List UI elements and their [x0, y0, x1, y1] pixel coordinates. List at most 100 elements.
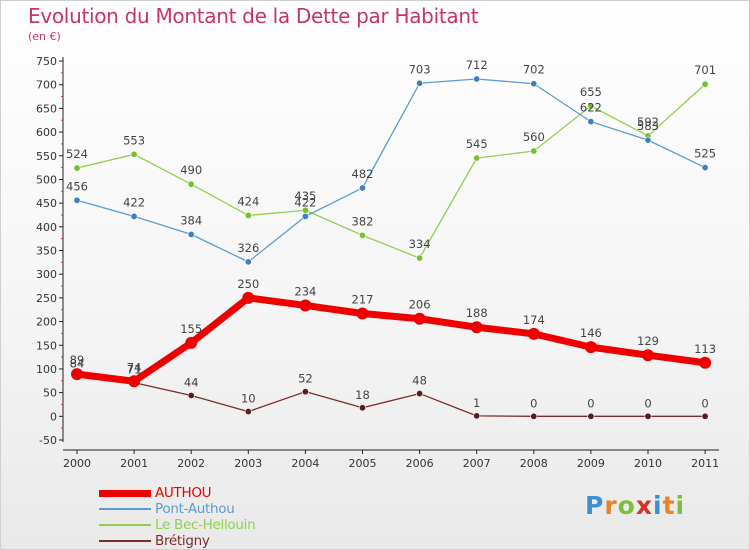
data-point-authou [413, 312, 426, 325]
data-label-bretigny: 71 [127, 363, 142, 377]
x-tick-label: 2005 [349, 457, 377, 470]
series-line-authou [73, 294, 709, 385]
data-point-le-bec-hellouin [130, 150, 138, 158]
logo-letter: i [675, 491, 686, 520]
data-point-pont-authou [644, 136, 652, 144]
data-point-pont-authou [587, 118, 595, 126]
data-label-le-bec-hellouin: 655 [580, 85, 602, 99]
legend-swatch-bretigny [99, 540, 151, 542]
legend-label-authou: AUTHOU [155, 485, 212, 501]
legend: AUTHOU Pont-Authou Le Bec-Hellouin Bréti… [99, 485, 256, 549]
data-label-authou: 217 [352, 293, 374, 307]
y-tick-label: 650 [36, 102, 57, 115]
x-tick-label: 2011 [691, 457, 719, 470]
data-label-bretigny: 0 [644, 396, 651, 410]
data-point-authou [242, 291, 255, 304]
data-point-le-bec-hellouin [358, 231, 366, 239]
y-tick-label: 200 [36, 316, 57, 329]
data-point-bretigny [416, 390, 424, 398]
y-tick-label: 450 [36, 197, 57, 210]
data-point-bretigny [644, 412, 652, 420]
x-tick-label: 2004 [291, 457, 319, 470]
data-label-authou: 74 [127, 360, 142, 374]
data-label-pont-authou: 712 [466, 58, 488, 72]
legend-item-pont-authou: Pont-Authou [99, 501, 255, 517]
legend-swatch-le-bec-hellouin [99, 524, 151, 526]
data-point-le-bec-hellouin [73, 164, 81, 172]
data-point-authou [356, 307, 369, 320]
data-label-bretigny: 0 [530, 396, 537, 410]
data-point-pont-authou [244, 258, 252, 266]
data-label-authou: 146 [580, 326, 602, 340]
data-label-authou: 174 [523, 313, 545, 327]
data-point-pont-authou [416, 79, 424, 87]
data-point-pont-authou [73, 196, 81, 204]
data-label-le-bec-hellouin: 334 [409, 237, 431, 251]
data-label-pont-authou: 482 [352, 167, 374, 181]
data-point-authou [642, 349, 654, 362]
y-tick-label: -50 [39, 434, 57, 447]
data-label-bretigny: 0 [701, 396, 708, 410]
legend-label-pont-authou: Pont-Authou [155, 501, 235, 517]
x-tick-label: 2010 [634, 457, 662, 470]
y-tick-label: 700 [36, 79, 57, 92]
data-point-pont-authou [358, 184, 366, 192]
data-point-bretigny [587, 412, 595, 420]
data-label-le-bec-hellouin: 560 [523, 130, 545, 144]
logo-letter: t [662, 491, 676, 520]
x-tick-label: 2008 [520, 457, 548, 470]
data-point-authou [299, 299, 312, 312]
data-label-pont-authou: 702 [523, 63, 545, 77]
data-label-pont-authou: 703 [409, 62, 431, 76]
data-label-authou: 250 [237, 277, 259, 291]
data-point-le-bec-hellouin [473, 154, 481, 162]
legend-label-bretigny: Brétigny [155, 533, 210, 549]
data-label-le-bec-hellouin: 490 [180, 163, 202, 177]
proxiti-logo: Proxiti [585, 491, 685, 520]
data-point-le-bec-hellouin [530, 147, 538, 155]
data-point-bretigny [701, 412, 709, 420]
data-point-bretigny [530, 412, 538, 420]
data-label-authou: 89 [70, 353, 85, 367]
data-point-authou [470, 321, 483, 334]
data-label-bretigny: 52 [298, 372, 313, 386]
series-line-bretigny [76, 375, 706, 417]
data-point-le-bec-hellouin [587, 102, 595, 110]
y-tick-label: 100 [36, 363, 57, 376]
data-point-le-bec-hellouin [416, 254, 424, 262]
data-label-le-bec-hellouin: 524 [66, 147, 88, 161]
data-point-bretigny [358, 404, 366, 412]
data-label-bretigny: 18 [355, 388, 370, 402]
series-line-pont-authou [76, 78, 706, 263]
data-label-bretigny: 84 [70, 357, 85, 371]
y-tick-label: 250 [36, 292, 57, 305]
data-label-authou: 188 [466, 306, 488, 320]
data-point-authou [128, 375, 141, 388]
logo-letter: x [635, 491, 653, 520]
legend-item-authou: AUTHOU [99, 485, 255, 501]
data-point-bretigny [301, 388, 309, 396]
logo-letter: o [617, 491, 636, 520]
data-point-le-bec-hellouin [701, 80, 709, 88]
x-tick-label: 2000 [63, 457, 91, 470]
data-label-authou: 206 [409, 298, 431, 312]
data-point-pont-authou [473, 75, 481, 83]
data-point-pont-authou [301, 212, 309, 220]
data-label-authou: 155 [180, 322, 202, 336]
chart-title: Evolution du Montant de la Dette par Hab… [28, 4, 479, 28]
data-point-authou [71, 368, 83, 381]
data-label-pont-authou: 326 [237, 241, 259, 255]
data-label-pont-authou: 456 [66, 179, 88, 193]
x-tick-label: 2006 [406, 457, 434, 470]
data-point-bretigny [244, 408, 252, 416]
data-point-authou [584, 341, 597, 354]
data-label-authou: 234 [294, 284, 316, 298]
data-label-pont-authou: 622 [580, 101, 602, 115]
legend-label-le-bec-hellouin: Le Bec-Hellouin [155, 517, 256, 533]
data-label-le-bec-hellouin: 382 [352, 214, 374, 228]
data-label-le-bec-hellouin: 435 [294, 189, 316, 203]
data-label-bretigny: 0 [587, 396, 594, 410]
logo-letter: i [653, 491, 663, 520]
data-label-le-bec-hellouin: 592 [637, 115, 659, 129]
